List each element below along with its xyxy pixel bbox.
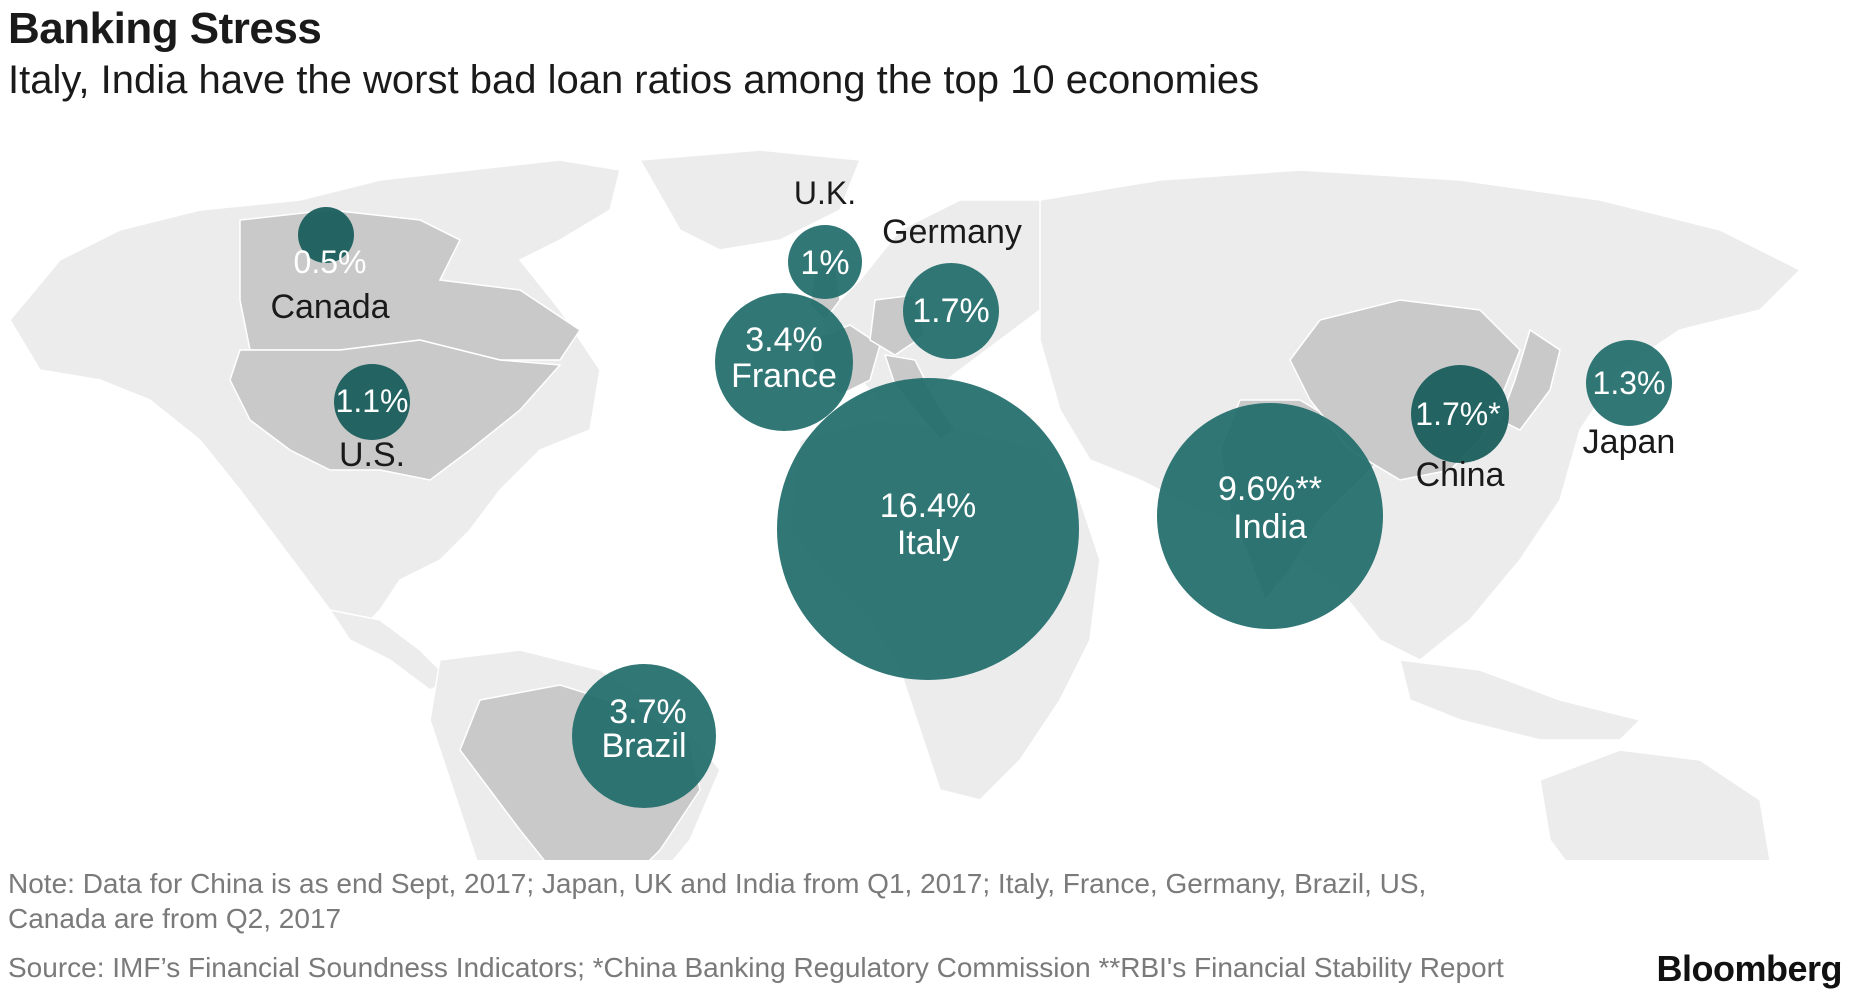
bubble-brazil (572, 664, 716, 808)
chart-subtitle: Italy, India have the worst bad loan rat… (8, 58, 1260, 102)
bubble-germany (903, 263, 999, 359)
land-australia (1539, 749, 1771, 860)
value-label-japan: 1.3% (1593, 365, 1666, 401)
country-label-brazil-inside: Brazil (601, 727, 686, 765)
value-label-india: 9.6%** (1218, 470, 1322, 508)
country-label-canada: Canada (270, 288, 389, 326)
bubble-japan (1586, 340, 1672, 426)
land-greenland (638, 149, 862, 251)
country-labels: Canada U.S. U.K. Germany China Japan (270, 175, 1675, 494)
value-label-brazil: 3.7% (609, 693, 687, 731)
land-central-america (328, 608, 452, 691)
value-label-us: 1.1% (336, 383, 409, 419)
bubble-italy (777, 378, 1079, 680)
country-label-india-inside: India (1233, 508, 1307, 546)
bubble-france (715, 293, 853, 431)
world-map: 0.5% 1.1% 1% 1.7% 3.4% France 16.4% Ital… (9, 149, 1802, 860)
country-label-japan: Japan (1583, 423, 1676, 461)
bubbles (298, 207, 1672, 808)
bubble-china (1411, 365, 1509, 463)
land-japan-dark (1499, 328, 1561, 431)
footnote: Note: Data for China is as end Sept, 201… (8, 868, 1427, 934)
value-label-china: 1.7%* (1415, 396, 1500, 432)
value-label-canada: 0.5% (294, 244, 367, 280)
bubble-india (1157, 403, 1383, 629)
chart-title: Banking Stress (8, 4, 322, 53)
land-se-asia-islands (1399, 659, 1642, 741)
value-label-italy: 16.4% (880, 487, 976, 525)
country-label-us: U.S. (339, 436, 405, 474)
country-label-germany: Germany (882, 213, 1022, 251)
country-label-italy-inside: Italy (897, 524, 959, 562)
bloomberg-logo: Bloomberg (1656, 948, 1842, 989)
source-line: Source: IMF’s Financial Soundness Indica… (8, 952, 1504, 983)
bubble-canada (298, 207, 354, 263)
bubble-uk (788, 225, 862, 299)
country-label-uk: U.K. (794, 175, 856, 211)
value-label-france: 3.4% (745, 321, 823, 359)
value-label-germany: 1.7% (912, 292, 990, 330)
bubble-value-labels: 0.5% 1.1% 1% 1.7% 3.4% France 16.4% Ital… (294, 244, 1666, 765)
bubble-us (334, 364, 410, 440)
country-label-china: China (1416, 456, 1505, 494)
value-label-uk: 1% (800, 244, 849, 282)
country-label-france-inside: France (731, 357, 837, 395)
